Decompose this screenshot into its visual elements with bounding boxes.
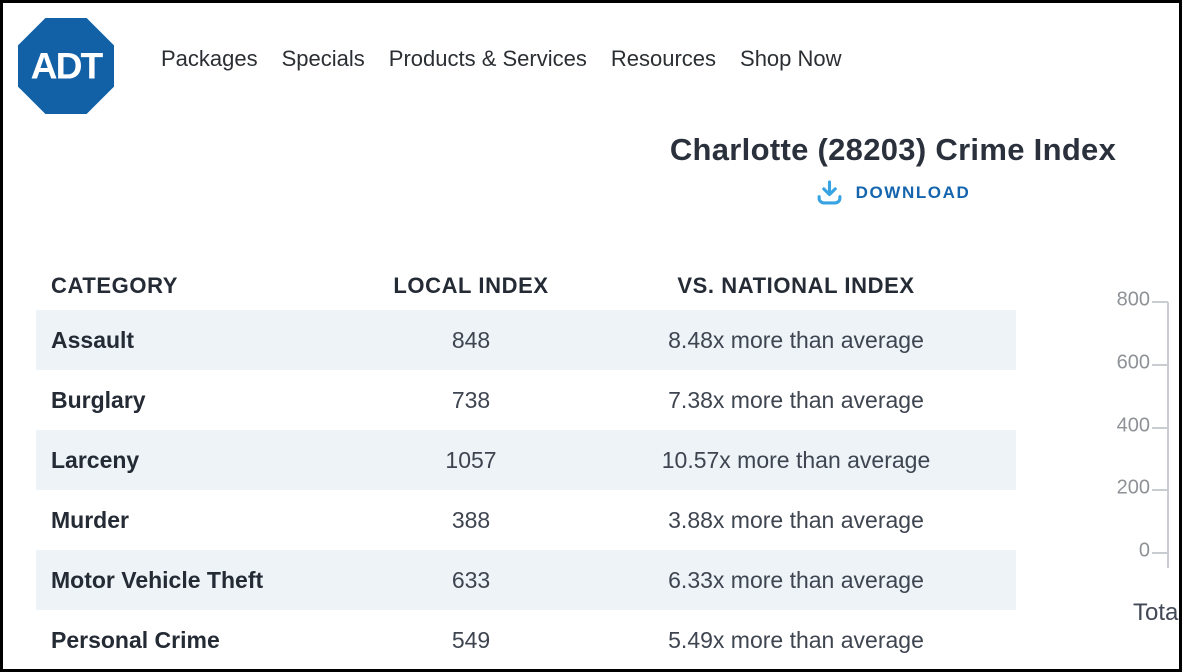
nav-item-specials[interactable]: Specials	[281, 46, 365, 71]
crime-index-table: CATEGORY LOCAL INDEX VS. NATIONAL INDEX …	[36, 262, 1016, 669]
download-button[interactable]: DOWNLOAD	[603, 179, 1179, 206]
table-row: Larceny 1057 10.57x more than average	[36, 430, 1016, 490]
cell-category: Burglary	[51, 386, 146, 413]
cell-vs-national: 10.57x more than average	[661, 446, 931, 473]
cell-local-index: 848	[451, 326, 491, 353]
download-icon	[817, 180, 842, 205]
table-row: Assault 848 8.48x more than average	[36, 310, 1016, 370]
nav-item-products-services[interactable]: Products & Services	[388, 46, 587, 71]
cell-local-index: 388	[451, 506, 491, 533]
y-tick-mark	[1152, 489, 1168, 491]
y-tick-mark	[1152, 552, 1168, 554]
y-tick-mark	[1152, 364, 1168, 366]
cell-local-index: 549	[451, 626, 491, 653]
table-row: Motor Vehicle Theft 633 6.33x more than …	[36, 550, 1016, 610]
y-tick-mark	[1152, 301, 1168, 303]
cell-vs-national: 7.38x more than average	[668, 386, 924, 413]
nav-item-resources[interactable]: Resources	[610, 46, 717, 71]
table-row: Murder 388 3.88x more than average	[36, 490, 1016, 550]
table-row: Burglary 738 7.38x more than average	[36, 370, 1016, 430]
page-title: Charlotte (28203) Crime Index	[669, 132, 1117, 167]
cell-vs-national: 8.48x more than average	[668, 326, 924, 353]
chart-y-axis	[1167, 302, 1169, 568]
cell-category: Personal Crime	[51, 626, 220, 653]
cell-local-index: 1057	[445, 446, 497, 473]
chart-x-axis-label: Tota	[1133, 599, 1179, 626]
table-header-row: CATEGORY LOCAL INDEX VS. NATIONAL INDEX	[36, 262, 1016, 310]
cell-category: Motor Vehicle Theft	[51, 566, 264, 593]
main-nav: Packages Specials Products & Services Re…	[161, 46, 842, 72]
nav-item-shop-now[interactable]: Shop Now	[740, 46, 842, 71]
y-tick-label: 200	[1116, 476, 1150, 499]
adt-logo[interactable]: ADT	[17, 17, 115, 115]
adt-logo-text: ADT	[31, 45, 104, 87]
cell-vs-national: 3.88x more than average	[668, 506, 924, 533]
column-header-local-index: LOCAL INDEX	[393, 273, 549, 298]
cell-vs-national: 5.49x more than average	[668, 626, 924, 653]
y-tick-label: 0	[1138, 539, 1150, 562]
cell-local-index: 633	[451, 566, 491, 593]
y-tick-label: 800	[1116, 288, 1150, 311]
y-tick-label: 600	[1116, 351, 1150, 374]
adt-octagon-icon: ADT	[17, 17, 115, 115]
table-row: Personal Crime 549 5.49x more than avera…	[36, 610, 1016, 669]
column-header-category: CATEGORY	[51, 273, 179, 298]
y-tick-label: 400	[1116, 414, 1150, 437]
cell-category: Larceny	[51, 446, 140, 473]
download-label: DOWNLOAD	[855, 182, 971, 202]
y-tick-mark	[1152, 427, 1168, 429]
cell-category: Assault	[51, 326, 135, 353]
column-header-vs-national: VS. NATIONAL INDEX	[677, 273, 915, 298]
cell-local-index: 738	[451, 386, 491, 413]
cell-category: Murder	[51, 506, 129, 533]
nav-item-packages[interactable]: Packages	[161, 46, 258, 71]
cell-vs-national: 6.33x more than average	[668, 566, 924, 593]
